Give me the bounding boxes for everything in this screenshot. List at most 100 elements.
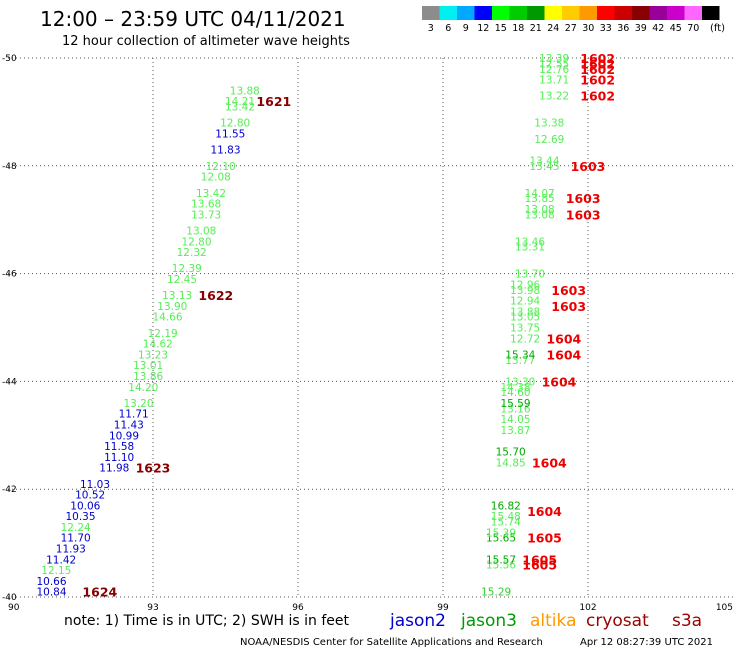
y-tick-label: -48 [2, 162, 17, 172]
wave-height-label: 15.74 [491, 517, 521, 529]
wave-height-label: 12.80 [220, 118, 250, 130]
wave-height-label: 12.45 [167, 274, 197, 286]
wave-height-label: 15.48 [491, 511, 521, 523]
wave-height-label: 14.21 [225, 96, 255, 108]
wave-height-label: 13.13 [162, 290, 192, 302]
pass-number-label: 1605 [527, 531, 562, 546]
legend-bin-label: 6 [445, 23, 451, 34]
wave-height-label: 12.72 [510, 333, 540, 345]
legend-swatch [509, 6, 527, 20]
y-tick-label: -46 [2, 270, 17, 280]
wave-height-label: 13.90 [157, 301, 187, 313]
wave-height-points: 10.8410.6612.1511.4211.9311.7012.2410.35… [36, 53, 569, 599]
legend-swatch [439, 6, 457, 20]
chart-title: 12:00 – 23:59 UTC 04/11/2021 [40, 7, 346, 31]
wave-height-label: 12.80 [181, 236, 211, 248]
wave-height-label: 12.76 [539, 64, 569, 76]
wave-height-label: 11.93 [56, 543, 86, 555]
wave-height-label: 15.29 [481, 587, 511, 599]
wave-height-label: 12.94 [510, 296, 540, 308]
wave-height-label: 11.70 [61, 533, 91, 545]
legend-bin-label: 12 [477, 23, 489, 34]
color-legend: 3 6 9 12 15 18 21 24 27 30 33 36 39 42 45 70 [422, 6, 720, 34]
x-tick-label: 105 [716, 603, 733, 613]
wave-height-label: 14.85 [496, 457, 526, 469]
wave-height-label: 12.32 [177, 247, 207, 259]
wave-height-label: 13.42 [225, 102, 255, 114]
wave-height-label: 12.96 [510, 279, 540, 291]
pass-number-label: 1604 [527, 504, 562, 519]
legend-swatch [544, 6, 562, 20]
y-tick-label: -40 [2, 593, 17, 603]
satellite-jason3: jason3 [460, 611, 517, 631]
wave-height-label: 13.39 [539, 53, 569, 65]
wave-height-label: 10.99 [109, 430, 139, 442]
legend-bin-label: 27 [565, 23, 577, 34]
legend-bin-label: 18 [512, 23, 524, 34]
wave-height-label: 13.88 [230, 85, 260, 97]
wave-height-label: 13.71 [539, 75, 569, 87]
legend-unit: (ft) [710, 23, 725, 34]
wave-height-label: 14.20 [128, 382, 158, 394]
wave-height-label: 12.24 [61, 522, 91, 534]
legend-swatch [684, 6, 702, 20]
wave-height-label: 14.38 [500, 382, 530, 394]
wave-height-label: 13.45 [529, 161, 559, 173]
footer-note: note: 1) Time is in UTC; 2) SWH is in fe… [64, 613, 350, 629]
pass-number-label: 1624 [82, 585, 117, 600]
wave-height-label: 13.85 [525, 193, 555, 205]
wave-height-label: 13.68 [191, 199, 221, 211]
legend-bin-label: 9 [463, 23, 469, 34]
wave-height-label: 13.73 [191, 209, 221, 221]
wave-height-label: 10.52 [75, 490, 105, 502]
wave-height-label: 16.82 [491, 500, 521, 512]
pass-number-label: 1621 [256, 94, 291, 109]
satellite-legend: jason2 jason3 altika cryosat s3a [389, 611, 702, 631]
wave-height-label: 13.77 [505, 355, 535, 367]
wave-height-label: 12.15 [41, 565, 71, 577]
wave-height-label: 12.69 [534, 134, 564, 146]
legend-bin-label: 42 [652, 23, 664, 34]
pass-number-label: 1603 [566, 207, 601, 222]
legend-swatch [597, 6, 615, 20]
wave-height-label: 12.39 [172, 263, 202, 275]
pass-number-label: 1622 [198, 288, 233, 303]
legend-swatch [457, 6, 475, 20]
wave-height-label: 13.87 [500, 425, 530, 437]
pass-number-label: 1602 [580, 73, 615, 88]
wave-height-label: 13.22 [539, 91, 569, 103]
legend-bin-label: 3 [428, 23, 434, 34]
pass-number-label: 1603 [551, 283, 586, 298]
legend-swatch [614, 6, 632, 20]
legend-swatch [579, 6, 597, 20]
legend-bin-label: 45 [670, 23, 682, 34]
wave-height-label: 15.65 [486, 533, 516, 545]
wave-height-label: 13.05 [510, 312, 540, 324]
legend-bin-label: 21 [530, 23, 542, 34]
wave-height-label: 11.58 [104, 441, 134, 453]
wave-height-label: 14.60 [500, 387, 530, 399]
legend-swatch [562, 6, 580, 20]
pass-number-label: 1604 [546, 347, 581, 362]
satellite-jason2: jason2 [389, 611, 446, 631]
wave-height-label: 10.06 [70, 500, 100, 512]
legend-swatch [649, 6, 667, 20]
pass-number-label: 1602 [580, 62, 615, 77]
chart-subtitle: 12 hour collection of altimeter wave hei… [62, 34, 350, 49]
footer-timestamp: Apr 12 08:27:39 UTC 2021 [580, 637, 713, 648]
legend-swatch [632, 6, 650, 20]
pass-number-label: 1602 [580, 56, 615, 71]
wave-height-label: 14.66 [152, 312, 182, 324]
wave-height-label: 12.10 [206, 161, 236, 173]
wave-height-label: 12.08 [201, 172, 231, 184]
grid-lines [8, 57, 733, 598]
pass-number-label: 1602 [580, 89, 615, 104]
legend-swatch [527, 6, 545, 20]
wave-height-label: 14.62 [143, 339, 173, 351]
wave-height-label: 15.34 [505, 349, 535, 361]
pass-number-label: 1604 [546, 331, 581, 346]
wave-height-label: 14.07 [525, 188, 555, 200]
legend-bin-label: 36 [617, 23, 629, 34]
wave-height-label: 15.70 [496, 446, 526, 458]
